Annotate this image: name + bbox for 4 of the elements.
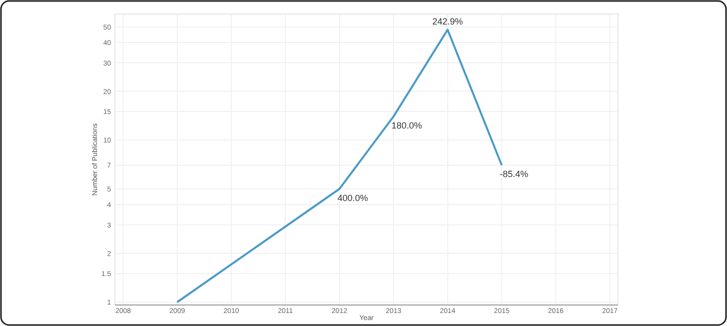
annotation: -85.4% (500, 169, 528, 180)
annotation: 180.0% (392, 120, 422, 130)
annotation: 400.0% (337, 192, 368, 203)
annotation: 242.9% (432, 16, 463, 27)
